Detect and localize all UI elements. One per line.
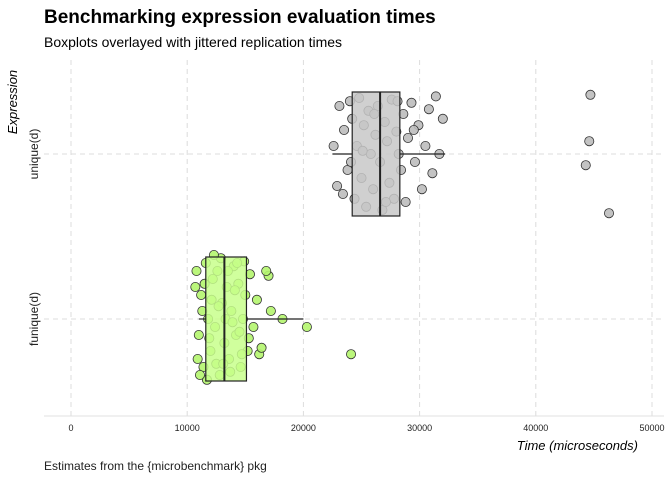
y-category-label: unique(d) — [27, 129, 41, 180]
data-point — [265, 305, 276, 316]
boxplot-1 — [198, 256, 304, 382]
data-point — [420, 140, 431, 151]
x-tick-label: 40000 — [523, 423, 548, 433]
boxplot-0 — [332, 91, 446, 217]
data-point — [301, 321, 312, 332]
data-point — [339, 125, 350, 136]
x-tick-label: 30000 — [407, 423, 432, 433]
data-point — [192, 353, 203, 364]
data-point — [430, 91, 441, 102]
box-iqr — [205, 256, 248, 382]
data-point — [196, 289, 207, 300]
data-point — [256, 342, 267, 353]
data-point — [409, 156, 420, 167]
category-layer: unique(d) funique(d) — [27, 129, 41, 346]
data-point — [193, 329, 204, 340]
data-point — [337, 188, 348, 199]
x-tick-label: 20000 — [291, 423, 316, 433]
points-layer — [190, 89, 615, 385]
data-point — [400, 196, 411, 207]
y-category-label: funique(d) — [27, 292, 41, 346]
data-point — [332, 180, 343, 191]
data-point — [408, 125, 419, 136]
data-point — [334, 101, 345, 112]
y-axis-title: Expression — [5, 70, 20, 134]
x-tick-label: 50000 — [639, 423, 664, 433]
box-iqr — [351, 91, 401, 217]
data-point — [346, 349, 357, 360]
data-point — [585, 89, 596, 100]
data-point — [416, 184, 427, 195]
x-tick-label: 0 — [68, 423, 73, 433]
chart-subtitle: Boxplots overlayed with jittered replica… — [44, 34, 342, 50]
chart-title: Benchmarking expression evaluation times — [44, 7, 436, 28]
data-point — [423, 104, 434, 115]
x-tick-label: 10000 — [175, 423, 200, 433]
chart-caption: Estimates from the {microbenchmark} pkg — [44, 459, 267, 473]
tick-layer: 0 10000 20000 30000 40000 50000 — [68, 423, 664, 433]
data-point — [584, 136, 595, 147]
data-point — [402, 132, 413, 143]
data-point — [437, 113, 448, 124]
data-point — [190, 281, 201, 292]
data-point — [580, 160, 591, 171]
data-point — [261, 265, 272, 276]
data-point — [194, 369, 205, 380]
data-point — [248, 321, 259, 332]
data-point — [251, 294, 262, 305]
box-layer — [198, 91, 446, 382]
data-point — [406, 97, 417, 108]
data-point — [427, 168, 438, 179]
data-point — [191, 265, 202, 276]
data-point — [328, 140, 339, 151]
data-point — [604, 208, 615, 219]
x-axis-title: Time (microseconds) — [517, 438, 638, 453]
